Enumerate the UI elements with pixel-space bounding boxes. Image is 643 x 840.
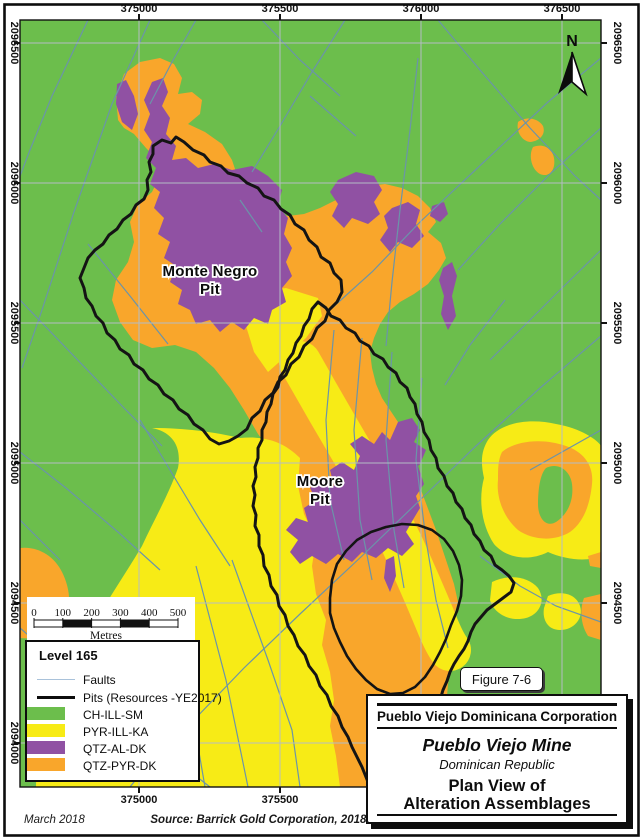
north-arrow-icon: N xyxy=(558,33,588,97)
legend-label-qtz-al-dk: QTZ-AL-DK xyxy=(83,742,147,756)
title-rule-mid xyxy=(377,727,617,729)
axis-label: 375000 xyxy=(121,794,158,806)
title-rule-top xyxy=(377,703,617,706)
swatch-ch-ill-sm xyxy=(27,707,65,720)
scale-bar: 0 100 200 300 400 500 Metres xyxy=(27,597,195,642)
axis-label: 375000 xyxy=(121,3,158,15)
scalebar-label-500: 500 xyxy=(170,607,187,619)
source-credit: Source: Barrick Gold Corporation, 2018. xyxy=(150,814,370,826)
axis-labels-right: 2096500 2096000 2095500 2095000 2094500 xyxy=(611,22,623,625)
title-block: Pueblo Viejo Dominicana Corporation Pueb… xyxy=(366,694,628,824)
map-frame xyxy=(19,19,602,788)
legend-row-pyr-ill-ka: PYR-ILL-KA xyxy=(27,724,198,740)
swatch-qtz-al-dk xyxy=(27,741,65,754)
axis-label: 2095500 xyxy=(611,302,623,345)
mine-name: Pueblo Viejo Mine xyxy=(422,735,572,755)
legend-row-faults: Faults xyxy=(27,672,198,688)
north-letter: N xyxy=(566,33,578,50)
axis-label: 2094500 xyxy=(611,582,623,625)
legend-label-faults: Faults xyxy=(83,673,116,687)
inner-pit-outline xyxy=(328,522,464,696)
moore-pit-label-line2: Pit xyxy=(310,491,330,508)
legend-label-pyr-ill-ka: PYR-ILL-KA xyxy=(83,725,149,739)
axis-label: 2094500 xyxy=(8,582,20,625)
axis-label: 375500 xyxy=(262,3,299,15)
figure-date: March 2018 xyxy=(24,814,85,826)
moore-pit-label: Moore xyxy=(297,473,344,490)
axis-label: 2095500 xyxy=(8,302,20,345)
scalebar-label-0: 0 xyxy=(31,607,37,619)
swatch-qtz-pyr-dk xyxy=(27,758,65,771)
axis-label: 2094000 xyxy=(8,722,20,765)
pit-line-symbol xyxy=(37,696,75,699)
company-name: Pueblo Viejo Dominicana Corporation xyxy=(376,709,618,724)
figure-number: Figure 7-6 xyxy=(471,671,532,687)
pit-labels: Monte Negro Pit Moore Pit xyxy=(161,261,345,510)
axis-label: 2096500 xyxy=(8,22,20,65)
figure-title: Plan View of Alteration Assemblages xyxy=(368,772,626,814)
legend-title: Level 165 xyxy=(39,648,98,663)
monte-negro-pit-label-line2: Pit xyxy=(200,281,220,298)
country-name: Dominican Republic xyxy=(439,757,555,772)
axis-labels-left: 2096500 2096000 2095500 2095000 2094500 … xyxy=(8,22,20,765)
legend-row-pits: Pits (Resources -YE2017) xyxy=(27,690,222,706)
axis-ticks xyxy=(14,14,607,793)
scalebar-label-400: 400 xyxy=(141,607,158,619)
scalebar-unit: Metres xyxy=(90,630,122,642)
figure-title-line1: Plan View of xyxy=(448,777,546,795)
legend-label-pits: Pits (Resources -YE2017) xyxy=(83,691,222,705)
legend-row-qtz-pyr-dk: QTZ-PYR-DK xyxy=(27,758,198,774)
axis-label: 2096000 xyxy=(611,162,623,205)
fault-line-symbol xyxy=(37,679,75,680)
scalebar-label-300: 300 xyxy=(112,607,129,619)
region-green-window xyxy=(538,465,573,524)
legend-label-qtz-pyr-dk: QTZ-PYR-DK xyxy=(83,759,157,773)
legend-label-ch-ill-sm: CH-ILL-SM xyxy=(83,708,144,722)
axis-label: 375500 xyxy=(262,794,299,806)
figure-title-line2: Alteration Assemblages xyxy=(403,795,591,814)
axis-label: 2095000 xyxy=(611,442,623,485)
legend-row-ch-ill-sm: CH-ILL-SM xyxy=(27,707,198,723)
axis-label: 2096500 xyxy=(611,22,623,65)
axis-label: 2095000 xyxy=(8,442,20,485)
figure-border xyxy=(3,3,640,837)
axis-label: 2096000 xyxy=(8,162,20,205)
swatch-pyr-ill-ka xyxy=(27,724,65,737)
scalebar-label-100: 100 xyxy=(55,607,72,619)
monte-negro-pit-outline xyxy=(78,135,344,446)
legend-box: Level 165 Faults Pits (Resources -YE2017… xyxy=(25,640,222,782)
monte-negro-pit-label: Monte Negro xyxy=(163,263,258,280)
axis-labels-top: 375000 375500 376000 376500 xyxy=(121,3,581,15)
legend-row-qtz-al-dk: QTZ-AL-DK xyxy=(27,741,198,757)
title-rule-bottom xyxy=(377,814,617,816)
scalebar-label-200: 200 xyxy=(83,607,100,619)
axis-label: 376000 xyxy=(403,3,440,15)
grid-lines xyxy=(20,20,601,787)
axis-labels-bottom: 375000 375500 xyxy=(121,794,299,806)
axis-label: 376500 xyxy=(544,3,581,15)
figure-number-box: Figure 7-6 xyxy=(460,667,543,691)
